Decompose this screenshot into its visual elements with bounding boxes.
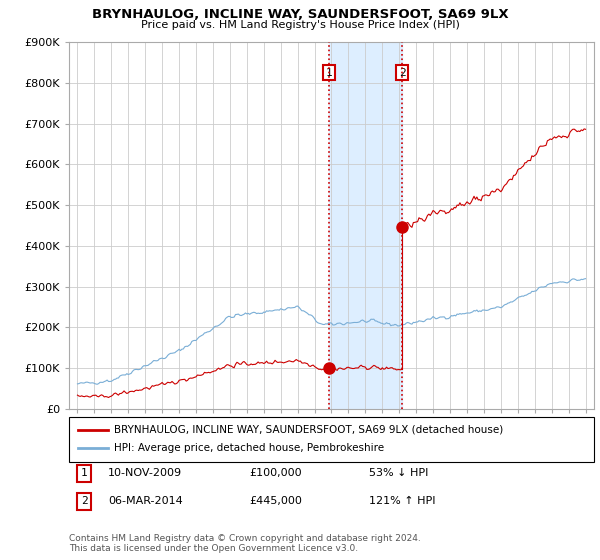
Text: 1: 1 (326, 68, 332, 78)
Text: Contains HM Land Registry data © Crown copyright and database right 2024.
This d: Contains HM Land Registry data © Crown c… (69, 534, 421, 553)
Text: 2: 2 (80, 496, 88, 506)
Text: 06-MAR-2014: 06-MAR-2014 (108, 496, 183, 506)
Text: Price paid vs. HM Land Registry's House Price Index (HPI): Price paid vs. HM Land Registry's House … (140, 20, 460, 30)
Text: 2: 2 (399, 68, 406, 78)
Text: £445,000: £445,000 (249, 496, 302, 506)
Bar (329, 42, 402, 409)
Text: HPI: Average price, detached house, Pembrokeshire: HPI: Average price, detached house, Pemb… (114, 443, 384, 453)
Text: £100,000: £100,000 (249, 468, 302, 478)
Text: BRYNHAULOG, INCLINE WAY, SAUNDERSFOOT, SA69 9LX (detached house): BRYNHAULOG, INCLINE WAY, SAUNDERSFOOT, S… (114, 424, 503, 435)
Text: BRYNHAULOG, INCLINE WAY, SAUNDERSFOOT, SA69 9LX: BRYNHAULOG, INCLINE WAY, SAUNDERSFOOT, S… (92, 8, 508, 21)
Text: 10-NOV-2009: 10-NOV-2009 (108, 468, 182, 478)
Text: 53% ↓ HPI: 53% ↓ HPI (369, 468, 428, 478)
Text: 1: 1 (80, 468, 88, 478)
Text: 121% ↑ HPI: 121% ↑ HPI (369, 496, 436, 506)
